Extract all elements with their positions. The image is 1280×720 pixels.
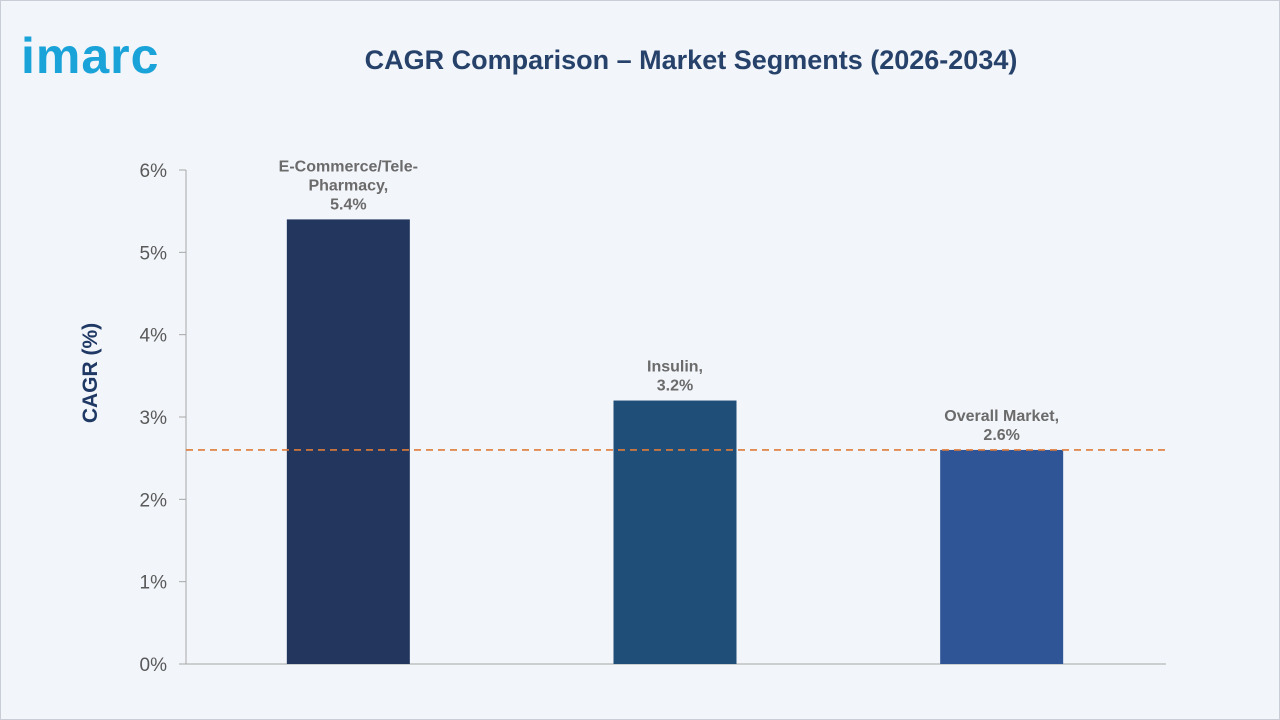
y-tick-label: 1% — [140, 573, 168, 594]
bar-data-label: Overall Market, 2.6% — [944, 408, 1059, 444]
y-tick-label: 6% — [140, 161, 168, 182]
y-tick-label: 3% — [140, 408, 168, 429]
chart-title: CAGR Comparison – Market Segments (2026-… — [364, 45, 1018, 75]
imarc-logo: imarc — [21, 28, 159, 84]
y-tick-label: 4% — [140, 326, 168, 347]
bar — [940, 449, 1064, 664]
y-tick-label: 0% — [140, 655, 168, 676]
bar — [286, 219, 410, 664]
logo-text: imarc — [21, 28, 159, 84]
y-tick-label: 5% — [140, 243, 168, 264]
axis-layer: 0% 1% 2% 3% 4% 5% 6% — [140, 161, 1166, 676]
bar-layer — [286, 219, 1064, 664]
bar-data-label: E-Commerce/Tele-Pharmacy, 5.4% — [279, 158, 418, 213]
y-tick-label: 2% — [140, 490, 168, 511]
bar — [613, 400, 737, 664]
bar-data-label: Insulin, 3.2% — [647, 359, 703, 395]
y-axis-label: CAGR (%) — [79, 323, 102, 423]
data-label-layer: E-Commerce/Tele-Pharmacy, 5.4% Insulin, 3.2… — [279, 158, 1059, 444]
